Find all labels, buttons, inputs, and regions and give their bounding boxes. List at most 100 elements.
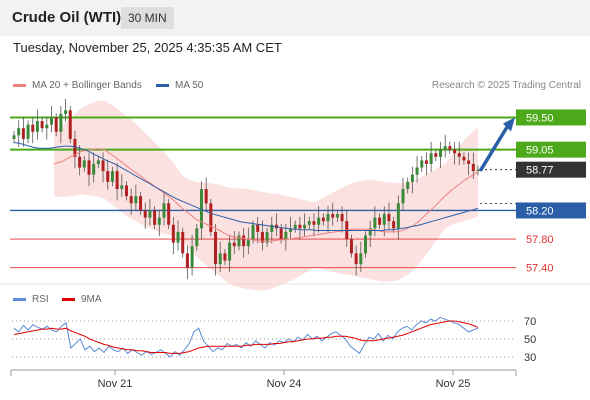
candle-body [214, 231, 218, 265]
candle-body [265, 231, 269, 243]
candle-body [68, 110, 72, 139]
candle-body [167, 203, 171, 225]
candle-body [237, 235, 241, 247]
candle-body [382, 214, 386, 225]
legend-9ma: 9MA [62, 294, 102, 305]
candle-body [92, 163, 96, 175]
x-tick-label: Nov 24 [267, 378, 302, 390]
candle-body [218, 253, 222, 265]
candle-body [439, 149, 443, 157]
candle-body [434, 153, 438, 157]
candle-body [312, 221, 316, 225]
candle-body [349, 239, 353, 254]
rsi-label: RSI [32, 294, 49, 305]
ma20-line [53, 148, 479, 242]
x-tick-label: Nov 21 [98, 378, 133, 390]
candle-body [115, 171, 119, 189]
pivot-label-box [516, 202, 586, 219]
candle-body [101, 160, 105, 172]
ma20-swatch [13, 84, 26, 87]
candle-body [162, 203, 166, 218]
pivot-label: 58.20 [526, 205, 554, 217]
candle-body [279, 228, 283, 240]
candle-body [129, 196, 133, 204]
forecast-arrowhead [503, 117, 515, 132]
support-label-4: 57.80 [526, 234, 554, 246]
candle-body [293, 224, 297, 229]
candle-body [176, 231, 180, 243]
candle-body [368, 228, 372, 236]
candle-body [17, 128, 21, 136]
rsi-line [13, 316, 479, 358]
target-label-1: 59.05 [526, 145, 554, 157]
last-price-label: 58.77 [526, 165, 554, 177]
x-tick-label: Nov 25 [436, 378, 471, 390]
support-label-5: 57.40 [526, 263, 554, 275]
candle-body [251, 224, 255, 240]
target-label-box-1 [516, 141, 586, 158]
header-bar: Crude Oil (WTI) 30 MIN [0, 0, 590, 36]
candle-body [317, 217, 321, 225]
candle-body [82, 160, 86, 168]
legend-ma50: MA 50 [156, 80, 203, 91]
candle-body [420, 160, 424, 168]
candle-body [31, 124, 35, 132]
candle-body [242, 235, 246, 247]
candle-body [59, 113, 63, 132]
legend-rsi: RSI [13, 294, 49, 305]
candle-body [139, 196, 143, 211]
rsi-swatch [13, 298, 26, 301]
candle-body [64, 110, 68, 114]
ma50-line [13, 142, 479, 231]
candle-body [260, 231, 264, 243]
candle-body [96, 160, 100, 164]
candle-body [143, 210, 147, 218]
rsi-tick-label: 50 [524, 334, 536, 346]
ma20-label: MA 20 + Bollinger Bands [32, 80, 142, 91]
candle-body [303, 224, 307, 229]
candle-body [54, 117, 58, 132]
candle-body [195, 228, 199, 247]
last-price-box [516, 161, 586, 178]
candle-body [45, 124, 49, 129]
candle-body [476, 169, 480, 172]
candle-body [223, 253, 227, 261]
candle-body [148, 210, 152, 218]
candle-body [410, 174, 414, 182]
candle-body [453, 149, 457, 154]
timeframe-badge[interactable]: 30 MIN [121, 7, 174, 29]
forecast-arrow [479, 123, 510, 172]
ma50-label: MA 50 [175, 80, 204, 91]
candle-body [26, 124, 30, 139]
candle-body [340, 214, 344, 222]
bollinger-band [54, 100, 478, 291]
target-label-box-0 [516, 109, 586, 126]
candle-body [232, 242, 236, 247]
candle-body [326, 214, 330, 222]
candle-body [401, 189, 405, 204]
instrument-title: Crude Oil (WTI) [12, 9, 122, 26]
candle-body [49, 117, 53, 125]
candle-body [110, 171, 114, 182]
candle-body [392, 221, 396, 229]
candle-body [354, 253, 358, 265]
candle-body [153, 210, 157, 225]
candle-body [204, 189, 208, 204]
rsi-tick-label: 30 [524, 352, 536, 364]
candle-body [199, 189, 203, 229]
candle-body [415, 167, 419, 175]
candle-body [190, 246, 194, 268]
ma50-swatch [156, 84, 169, 87]
candle-body [471, 163, 475, 172]
candle-body [134, 196, 138, 204]
candle-body [78, 156, 82, 168]
9ma-swatch [62, 298, 75, 301]
rsi-tick-label: 70 [524, 316, 536, 328]
candle-body [35, 121, 39, 132]
candle-body [457, 153, 461, 157]
candle-body [298, 224, 302, 229]
candle-body [124, 185, 128, 197]
candle-body [335, 214, 339, 218]
candle-body [181, 231, 185, 254]
